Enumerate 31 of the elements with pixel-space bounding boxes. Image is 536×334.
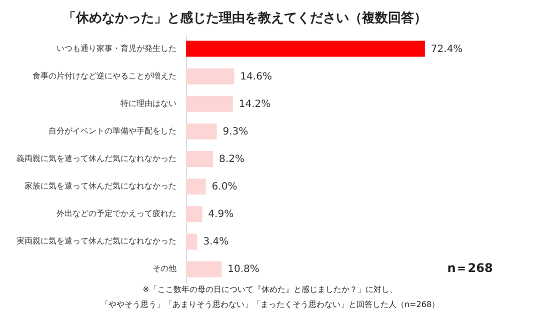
y-tick-label: 自分がイベントの準備や手配をした [48, 126, 176, 136]
bar [186, 206, 202, 222]
bar [186, 68, 234, 84]
data-label: 4.9% [208, 209, 234, 220]
bar [186, 151, 214, 167]
y-tick-label: 家族に気を遣って休んだ気になれなかった [24, 182, 176, 191]
bar [186, 261, 222, 278]
data-label: 10.8% [228, 264, 260, 276]
y-tick-label: 外出などの予定でかえって疲れた [56, 209, 176, 218]
y-tick-label: いつも通り家事・育児が発生した [56, 44, 176, 53]
y-tick-label: 食事の片付けなど逆にやることが増えた [32, 71, 176, 80]
data-label: 72.4% [430, 44, 463, 55]
data-label: 3.4% [203, 236, 229, 248]
data-label: 9.3% [222, 126, 248, 138]
data-label: 14.2% [238, 98, 271, 110]
chart-title: 「休めなかった」と感じた理由を教えてください（複数回答） [63, 10, 427, 26]
text: 「ややそう思う」「あまりそう思わない」「まったくそう思わない」と回答した人（n=268） [100, 300, 440, 309]
bar [186, 234, 198, 250]
y-tick-label: 実両親に気を遣って休んだ気になれなかった [16, 236, 176, 246]
y-tick-label: 義両親に気を遣って休んだ気になれなかった [16, 154, 176, 163]
bar [186, 178, 206, 195]
text: ※「ここ数年の母の日について『休めた』と感じましたか？」に対し、 [142, 285, 398, 294]
data-label: 8.2% [219, 154, 244, 165]
text: n＝268 [447, 261, 493, 275]
bar [186, 123, 217, 140]
bar [186, 40, 425, 57]
y-tick-label: 特に理由はない [120, 98, 176, 108]
data-label: 14.6% [240, 71, 272, 82]
bar [186, 96, 233, 112]
y-tick-label: その他 [152, 264, 176, 274]
data-label: 6.0% [212, 182, 238, 193]
